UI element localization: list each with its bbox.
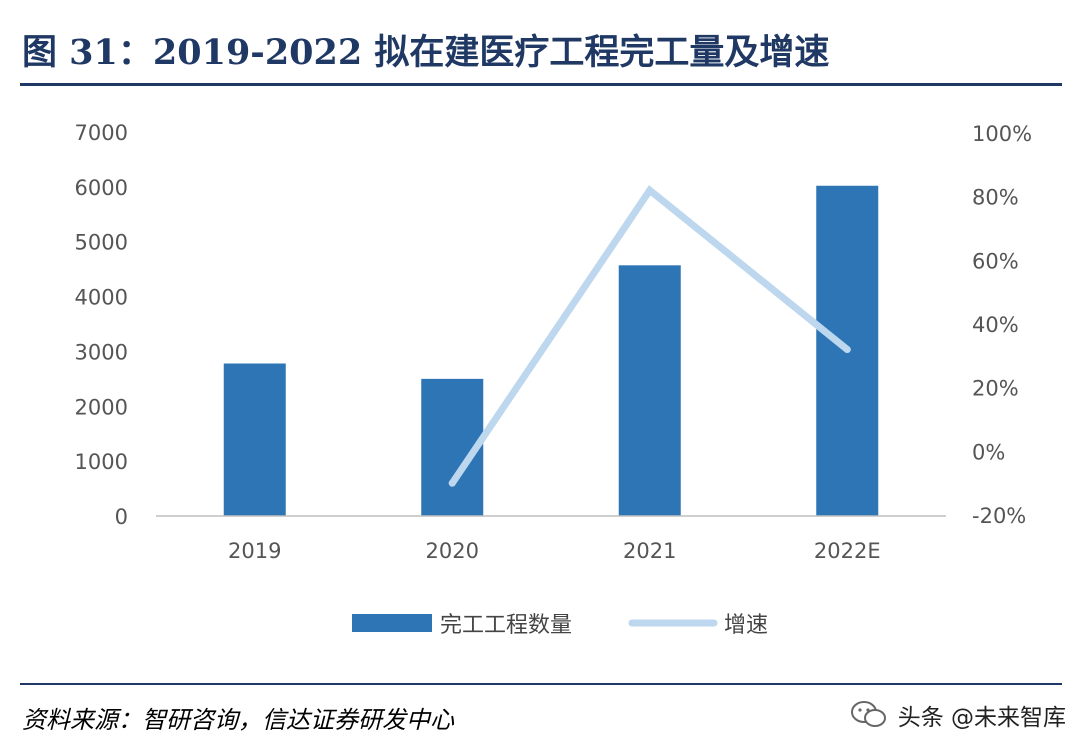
- wechat-logo-icon: [850, 701, 886, 727]
- legend-label-line: 增速: [724, 613, 768, 638]
- x-tick-label: 2022E: [814, 539, 881, 563]
- right-tick-label: 0%: [972, 440, 1005, 464]
- left-tick-label: 0: [115, 505, 128, 529]
- right-tick-label: 60%: [972, 249, 1019, 273]
- growth-point: [843, 345, 851, 353]
- right-tick-label: -20%: [972, 504, 1026, 528]
- x-tick-label: 2019: [228, 539, 281, 563]
- growth-point: [646, 186, 654, 194]
- left-tick-label: 1000: [75, 450, 128, 474]
- legend: 完工工程数量 增速: [352, 613, 768, 638]
- watermark: 头条 @未来智库: [850, 698, 1066, 732]
- right-tick-label: 80%: [972, 186, 1019, 210]
- right-tick-label: 100%: [972, 122, 1032, 146]
- footer-divider: [20, 683, 1062, 685]
- line-series: [448, 185, 851, 487]
- left-tick-label: 5000: [75, 231, 128, 255]
- legend-swatch-bar: [352, 614, 432, 632]
- bar: [618, 265, 681, 516]
- x-tick-label: 2020: [426, 539, 479, 563]
- left-tick-label: 2000: [75, 395, 128, 419]
- bar: [223, 363, 286, 516]
- x-axis: 2019 2020 2021 2022E: [228, 539, 881, 563]
- title-divider: [20, 83, 1062, 86]
- right-tick-label: 40%: [972, 313, 1019, 337]
- watermark-text: 头条 @未来智库: [897, 705, 1066, 731]
- chart-title: 图 31：2019-2022 拟在建医疗工程完工量及增速: [22, 32, 830, 73]
- x-tick-label: 2021: [623, 539, 676, 563]
- left-tick-label: 7000: [75, 121, 128, 145]
- bar-series: [223, 185, 879, 516]
- right-axis: -20% 0% 20% 40% 60% 80% 100%: [972, 122, 1032, 528]
- left-tick-label: 4000: [75, 286, 128, 310]
- left-tick-label: 6000: [75, 176, 128, 200]
- left-tick-label: 3000: [75, 340, 128, 364]
- right-tick-label: 20%: [972, 377, 1019, 401]
- left-axis: 0 1000 2000 3000 4000 5000 6000 7000: [75, 121, 128, 529]
- source-note: 资料来源：智研咨询，信达证券研发中心: [22, 706, 454, 734]
- legend-label-bar: 完工工程数量: [440, 613, 572, 638]
- growth-point: [448, 479, 456, 487]
